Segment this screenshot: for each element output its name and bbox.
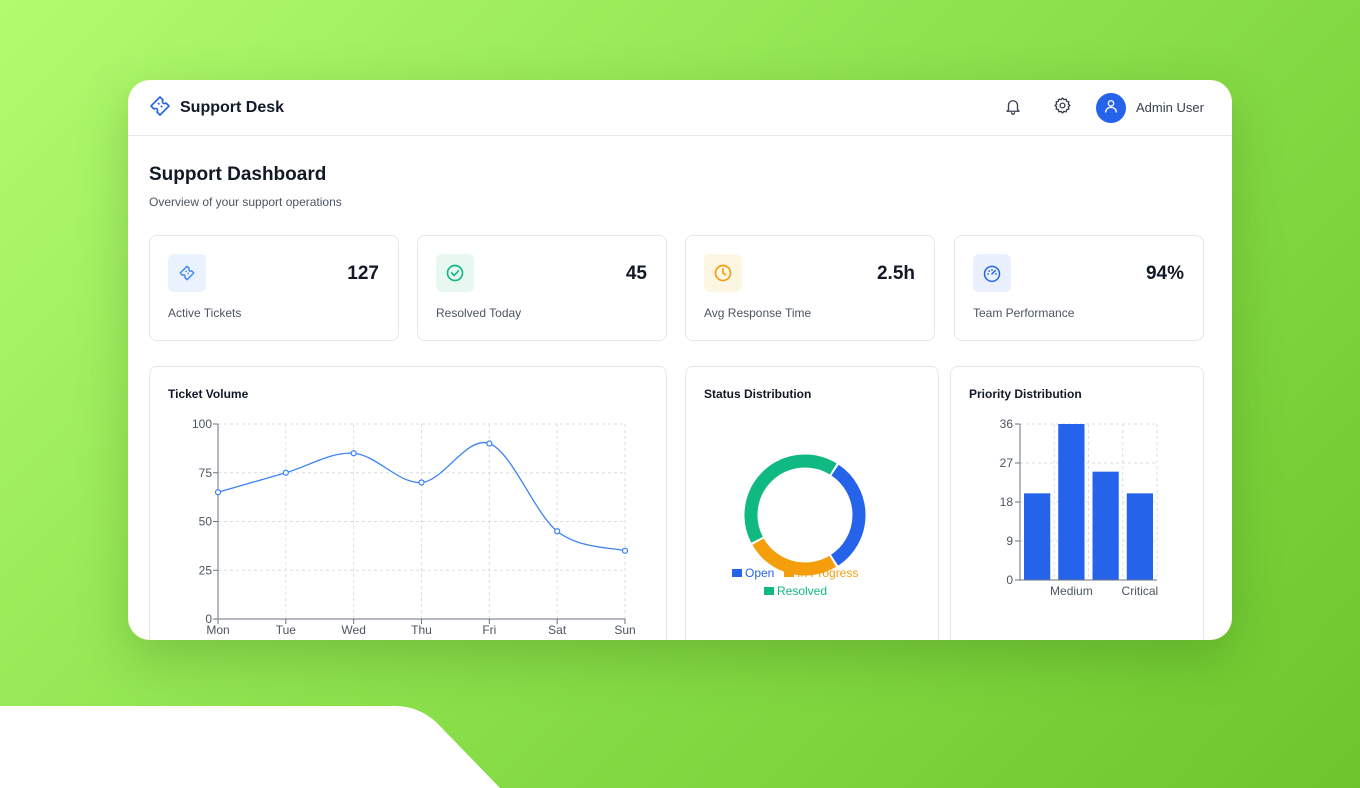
dashboard-window: Support Desk xyxy=(128,80,1232,640)
user-avatar[interactable] xyxy=(1096,93,1126,123)
bar xyxy=(1058,424,1085,580)
legend-swatch xyxy=(732,569,742,577)
page-title: Support Dashboard xyxy=(149,164,327,185)
legend-label: Open xyxy=(745,566,774,580)
stat-card-resolved-today[interactable]: 45 Resolved Today xyxy=(417,235,667,341)
ticket-icon xyxy=(168,254,206,292)
x-tick-label: Tue xyxy=(276,623,297,637)
brand[interactable]: Support Desk xyxy=(148,94,285,123)
status-distribution-panel: Status Distribution Open In Progress Resol… xyxy=(685,366,939,640)
top-navigation-bar: Support Desk xyxy=(128,80,1232,136)
x-tick-label: Sun xyxy=(614,623,635,637)
panel-title: Status Distribution xyxy=(704,387,812,401)
x-tick-label: Thu xyxy=(411,623,432,637)
y-tick-label: 9 xyxy=(1006,534,1013,548)
priority-distribution-chart: 0 9 18 27 36 Medium Critical xyxy=(1000,417,1159,598)
y-tick-label: 0 xyxy=(1006,573,1013,587)
y-tick-label: 0 xyxy=(205,612,212,626)
status-distribution-chart: Open In Progress Resolved xyxy=(732,454,866,598)
y-tick-label: 75 xyxy=(199,466,213,480)
panel-title: Priority Distribution xyxy=(969,387,1082,401)
y-tick-label: 100 xyxy=(192,417,212,431)
y-tick-label: 50 xyxy=(199,515,213,529)
x-tick-label: Wed xyxy=(341,623,365,637)
data-point xyxy=(554,528,561,535)
ticket-logo-icon xyxy=(148,94,172,123)
data-point xyxy=(418,479,425,486)
legend-swatch xyxy=(784,569,794,577)
legend-swatch xyxy=(764,587,774,595)
x-tick-label: Mon xyxy=(206,623,229,637)
page-subtitle: Overview of your support operations xyxy=(149,195,342,209)
stat-label: Active Tickets xyxy=(168,306,242,320)
x-tick-label: Fri xyxy=(482,623,496,637)
check-circle-icon xyxy=(436,254,474,292)
y-tick-label: 27 xyxy=(1000,456,1014,470)
priority-distribution-panel: Priority Distribution 0 9 18 27 36 Medium Crit… xyxy=(950,366,1204,640)
donut-slice xyxy=(830,464,866,566)
stat-card-active-tickets[interactable]: 127 Active Tickets xyxy=(149,235,399,341)
clock-icon xyxy=(704,254,742,292)
stat-label: Team Performance xyxy=(973,306,1075,320)
stat-label: Avg Response Time xyxy=(704,306,812,320)
ticket-volume-panel: Ticket Volume 0 25 50 75 100 Mon Tue Wed Thu Fri S… xyxy=(149,366,667,640)
stat-card-avg-response-time[interactable]: 2.5h Avg Response Time xyxy=(685,235,935,341)
data-point xyxy=(214,489,222,496)
donut-slice xyxy=(744,454,837,543)
user-name[interactable]: Admin User xyxy=(1136,100,1204,115)
stat-label: Resolved Today xyxy=(436,306,522,320)
stat-value: 94% xyxy=(1145,263,1184,284)
user-icon xyxy=(1103,98,1119,119)
notifications-button[interactable] xyxy=(1002,97,1024,119)
data-point xyxy=(486,440,493,447)
bar xyxy=(1126,493,1153,580)
y-tick-label: 36 xyxy=(1000,417,1014,431)
y-tick-label: 25 xyxy=(199,563,213,577)
legend-label: In Progress xyxy=(797,566,858,580)
stat-value: 127 xyxy=(347,263,379,284)
data-point xyxy=(282,469,289,476)
brand-name: Support Desk xyxy=(180,99,285,116)
donut-slice xyxy=(752,538,837,576)
stat-value: 2.5h xyxy=(876,263,915,284)
ticket-volume-chart: 0 25 50 75 100 Mon Tue Wed Thu Fri Sat Sun xyxy=(192,417,636,637)
settings-button[interactable] xyxy=(1051,97,1073,119)
legend-label: Resolved xyxy=(777,584,827,598)
gauge-icon xyxy=(973,254,1011,292)
gear-icon xyxy=(1053,96,1072,120)
x-tick-label: Medium xyxy=(1050,584,1093,598)
x-tick-label: Critical xyxy=(1122,584,1159,598)
bell-icon xyxy=(1004,97,1022,120)
bar xyxy=(1092,471,1119,580)
data-point xyxy=(621,547,629,554)
panel-title: Ticket Volume xyxy=(168,387,249,401)
bar xyxy=(1024,493,1051,580)
stat-value: 45 xyxy=(625,263,647,284)
y-tick-label: 18 xyxy=(1000,495,1014,509)
stat-card-team-performance[interactable]: 94% Team Performance xyxy=(954,235,1204,341)
x-tick-label: Sat xyxy=(548,623,567,637)
data-point xyxy=(350,450,357,457)
